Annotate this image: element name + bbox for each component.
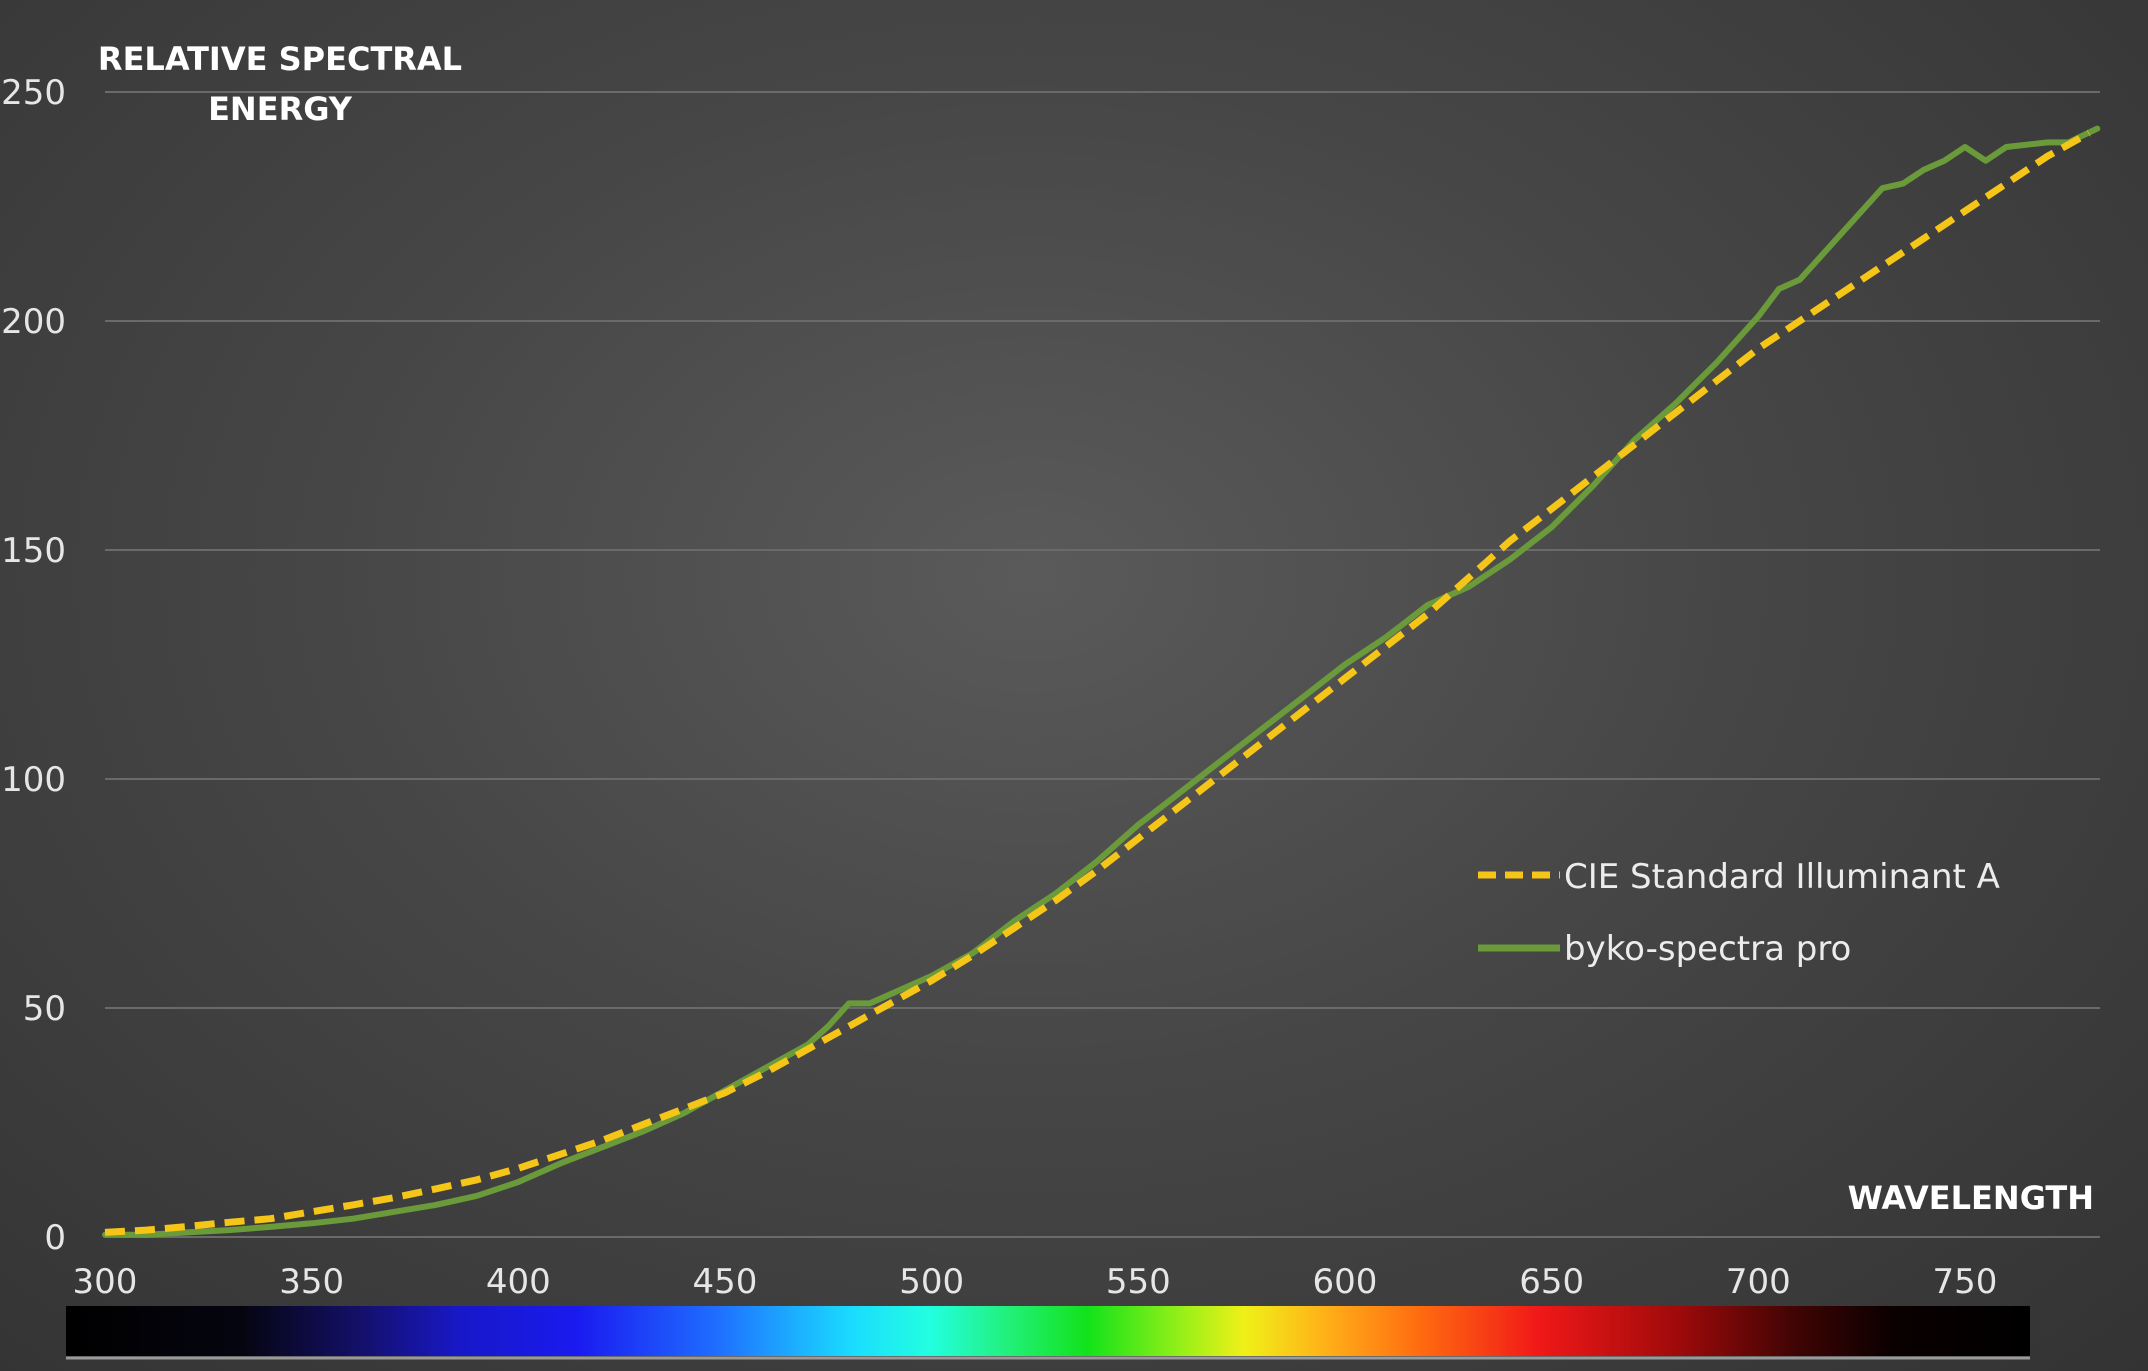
series-line-byko-spectra-pro	[102, 125, 2101, 1238]
y-tick-label-0: 0	[44, 1218, 66, 1258]
x-tick-label-750: 750	[1933, 1262, 1998, 1302]
y-axis-ticks: 0 50 100 150 200 250	[1, 73, 66, 1258]
x-tick-label-550: 550	[1106, 1262, 1171, 1302]
x-tick-label-600: 600	[1313, 1262, 1378, 1302]
y-tick-label-250: 250	[1, 73, 66, 113]
legend-label-byko: byko-spectra pro	[1564, 929, 1851, 969]
x-axis-title: WAVELENGTH	[1848, 1179, 2094, 1217]
x-axis-ticks: 300 350 400 450 500 550 600 650 700 750	[73, 1262, 1998, 1302]
y-tick-label-200: 200	[1, 302, 66, 342]
y-tick-label-50: 50	[23, 989, 66, 1029]
legend-label-cie: CIE Standard Illuminant A	[1564, 857, 2000, 897]
x-tick-label-700: 700	[1726, 1262, 1791, 1302]
series-layer	[102, 125, 2101, 1238]
spectrum-bar	[66, 1306, 2030, 1356]
x-tick-label-450: 450	[693, 1262, 758, 1302]
y-axis-title-line-1: RELATIVE SPECTRAL	[98, 40, 462, 78]
legend: CIE Standard Illuminant A byko-spectra p…	[1478, 857, 2000, 969]
y-tick-label-150: 150	[1, 531, 66, 571]
x-tick-label-650: 650	[1519, 1262, 1584, 1302]
x-tick-label-500: 500	[899, 1262, 964, 1302]
x-tick-label-350: 350	[279, 1262, 344, 1302]
grid-lines	[105, 91, 2100, 1238]
x-tick-label-300: 300	[73, 1262, 138, 1302]
x-tick-label-400: 400	[486, 1262, 551, 1302]
y-axis-title-line-2: ENERGY	[208, 90, 353, 128]
y-tick-label-100: 100	[1, 760, 66, 800]
series-line-cie-standard-illuminant-a	[104, 130, 2091, 1236]
